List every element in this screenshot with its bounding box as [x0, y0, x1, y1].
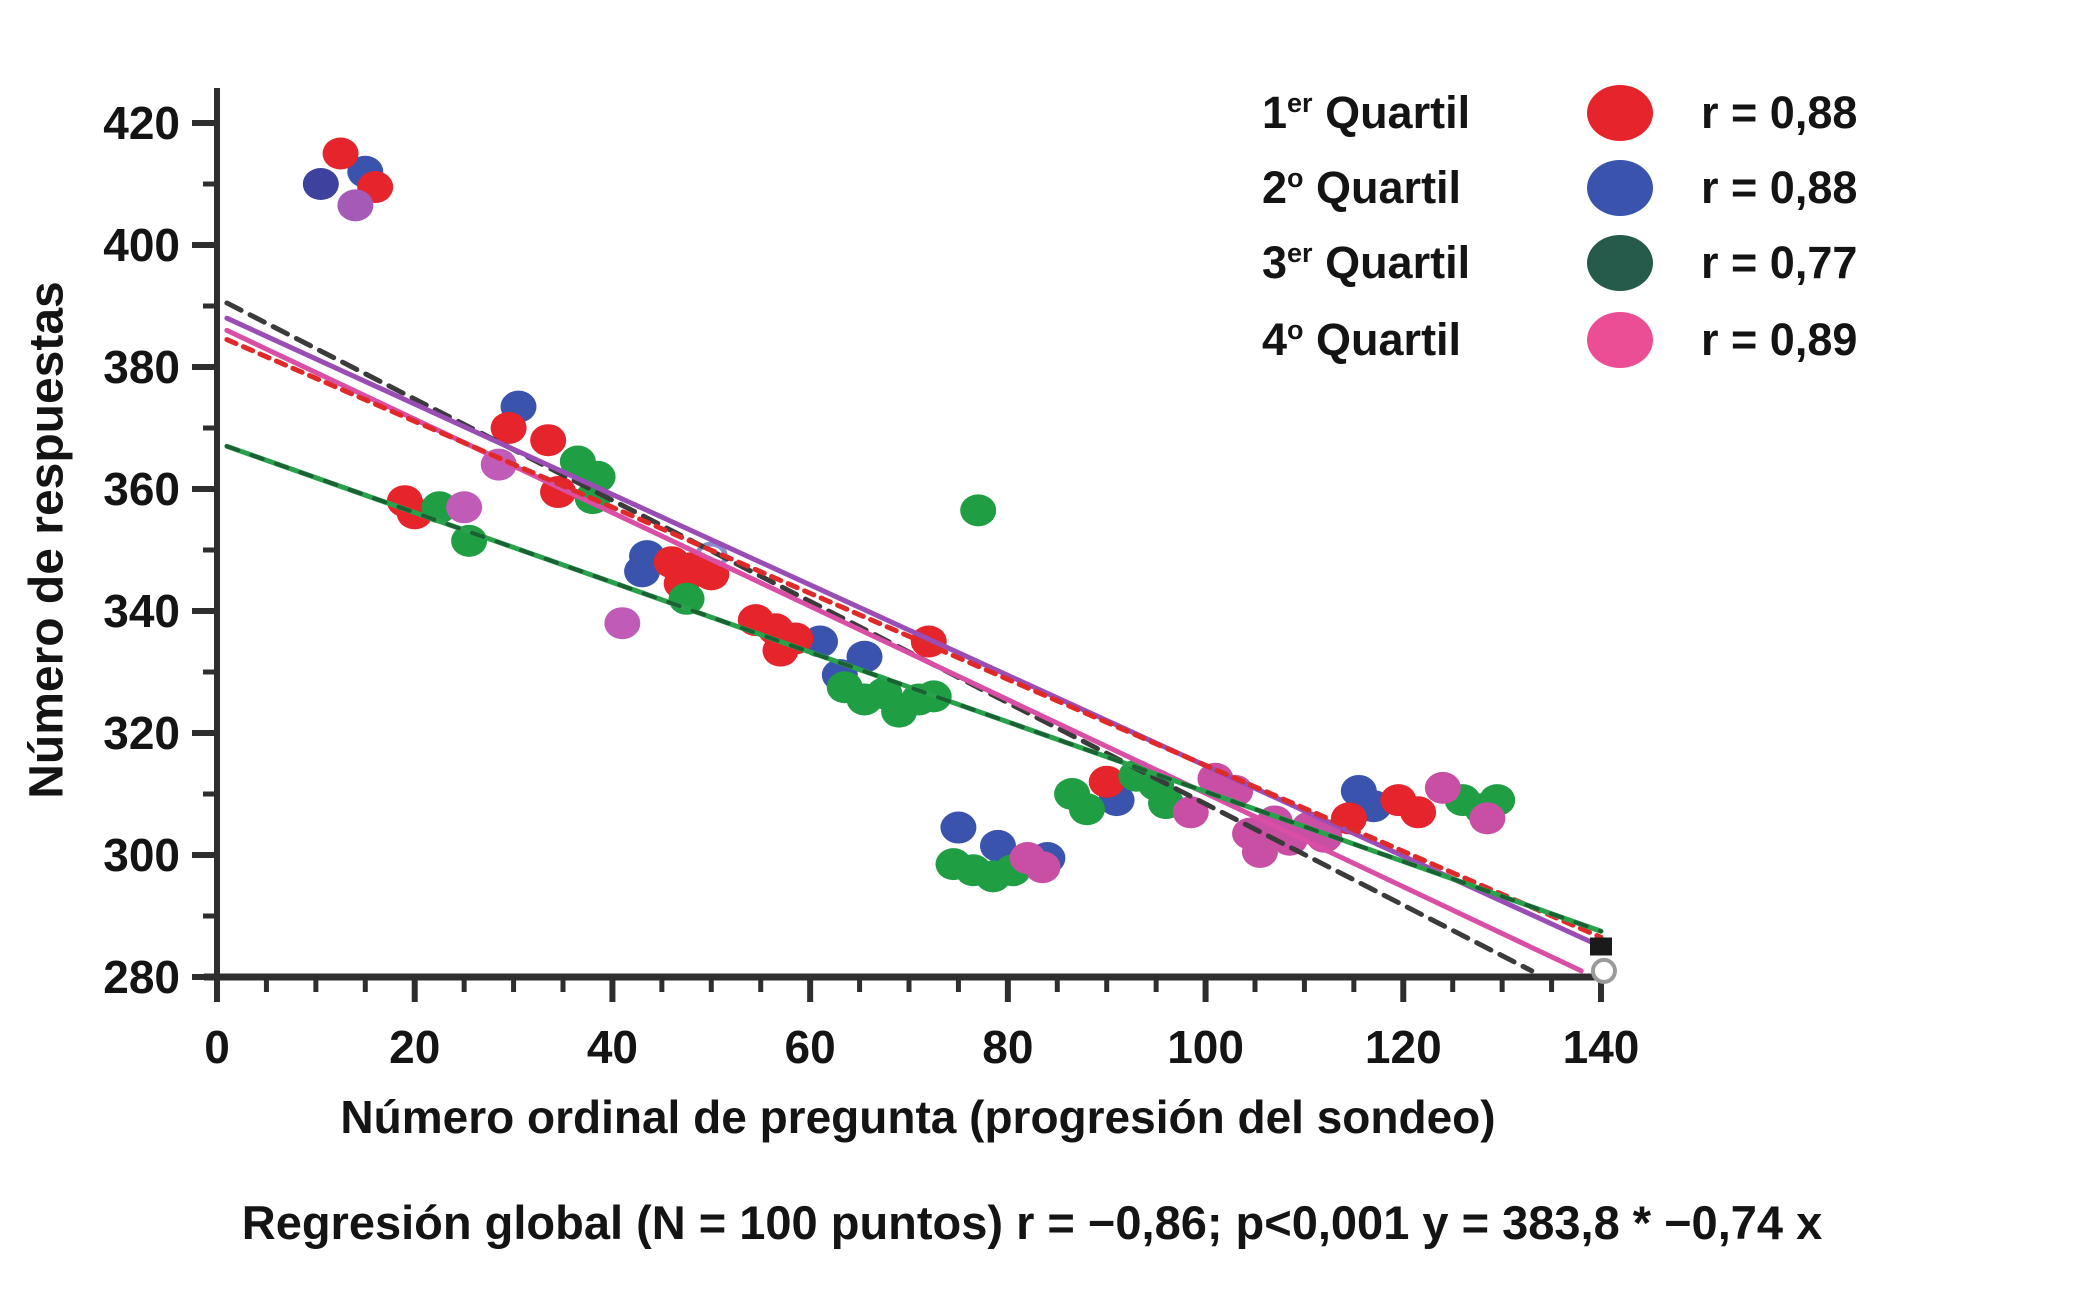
legend-swatch-icon — [1587, 85, 1653, 141]
x-tick-label: 120 — [1365, 1021, 1442, 1073]
y-tick-label: 340 — [103, 585, 180, 637]
data-point — [1241, 835, 1278, 868]
x-axis-title: Número ordinal de pregunta (progresión d… — [340, 1091, 1496, 1143]
legend-swatch-icon — [1587, 235, 1653, 291]
y-tick-label: 280 — [103, 951, 180, 1003]
x-tick-label: 60 — [785, 1021, 836, 1073]
legend-swatch-icon — [1587, 160, 1653, 216]
x-tick-label: 40 — [587, 1021, 638, 1073]
legend-r-value: r = 0,89 — [1701, 314, 1858, 365]
y-tick-label: 380 — [103, 341, 180, 393]
legend-r-value: r = 0,88 — [1701, 87, 1858, 138]
data-point — [604, 607, 641, 640]
data-point — [1172, 796, 1209, 829]
legend-label: 1er Quartil — [1262, 87, 1471, 138]
data-point — [1400, 796, 1437, 829]
global-regression-caption: Regresión global (N = 100 puntos) r = −0… — [241, 1196, 1823, 1249]
data-point — [490, 412, 527, 444]
x-tick-label: 140 — [1563, 1021, 1640, 1073]
x-tick-label: 0 — [204, 1021, 230, 1073]
data-point — [979, 829, 1016, 862]
data-point — [1424, 771, 1461, 804]
data-point — [302, 168, 339, 200]
data-point — [846, 640, 883, 673]
y-tick-label: 320 — [103, 707, 180, 759]
legend-item-1: 1er Quartil r = 0,88 — [1262, 77, 1962, 149]
legend-r-value: r = 0,88 — [1701, 162, 1858, 213]
data-point — [1068, 793, 1105, 826]
legend-label: 4o Quartil — [1262, 314, 1462, 365]
data-point — [940, 811, 977, 844]
legend-item-3: 3er Quartil r = 0,77 — [1262, 227, 1962, 299]
legend-label: 3er Quartil — [1262, 237, 1471, 288]
green-dark-dash-overlay — [224, 444, 1603, 934]
y-tick-label: 360 — [103, 463, 180, 515]
legend-item-2: 2o Quartil r = 0,88 — [1262, 152, 1962, 224]
violet-line — [224, 315, 1604, 949]
data-point — [530, 424, 567, 457]
data-point — [960, 494, 997, 527]
data-point — [1088, 765, 1125, 798]
y-tick-label: 420 — [103, 97, 180, 149]
x-tick-label: 80 — [982, 1021, 1033, 1073]
red-dashed-line — [224, 337, 1604, 940]
y-tick-label: 300 — [103, 829, 180, 881]
data-point — [1469, 802, 1506, 835]
data-point — [1024, 851, 1061, 884]
end-open-circle-marker — [1590, 957, 1617, 984]
end-square-marker — [1590, 937, 1612, 956]
data-point — [322, 137, 359, 170]
data-point — [337, 189, 374, 222]
legend-label: 2o Quartil — [1262, 162, 1462, 213]
data-point — [446, 491, 483, 524]
legend-swatch-icon — [1587, 312, 1653, 368]
x-tick-label: 100 — [1167, 1021, 1244, 1073]
legend-item-4: 4o Quartil r = 0,89 — [1262, 304, 1962, 376]
y-tick-label: 400 — [103, 219, 180, 271]
legend-r-value: r = 0,77 — [1701, 237, 1858, 288]
legend: 1er Quartil r = 0,88 2o Quartil r = 0,88 3er… — [0, 0, 2085, 420]
x-tick-label: 20 — [389, 1021, 440, 1073]
data-point — [421, 491, 458, 524]
data-point — [624, 555, 661, 588]
